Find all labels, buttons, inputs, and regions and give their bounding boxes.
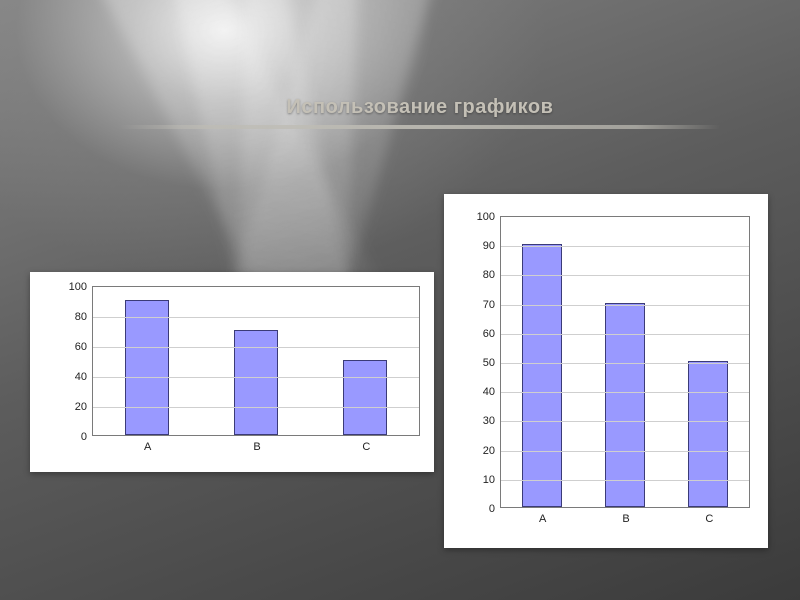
- y-tick-label: 70: [483, 299, 501, 311]
- gridline: [501, 421, 749, 422]
- y-tick-label: 20: [483, 445, 501, 457]
- x-tick-label: A: [144, 435, 151, 453]
- y-tick-label: 100: [69, 281, 93, 293]
- y-tick-label: 90: [483, 240, 501, 252]
- page-title: Использование графиков: [120, 96, 720, 119]
- y-tick-label: 80: [483, 269, 501, 281]
- chart-right: 0 10 20 30 40 50 60 70 80 90 100 A B C: [444, 194, 768, 548]
- y-tick-label: 100: [477, 211, 501, 223]
- x-tick-label: B: [253, 435, 260, 453]
- y-tick-label: 10: [483, 474, 501, 486]
- x-tick-label: C: [705, 507, 713, 525]
- chart-right-bars: [501, 217, 749, 507]
- gridline: [93, 347, 419, 348]
- bar: [688, 361, 728, 507]
- gridline: [93, 407, 419, 408]
- bar: [343, 360, 387, 435]
- gridline: [93, 377, 419, 378]
- chart-left: 0 20 40 60 80 100 A B C: [30, 272, 434, 472]
- y-tick-label: 0: [489, 503, 501, 515]
- y-tick-label: 0: [81, 431, 93, 443]
- title-block: Использование графиков: [120, 96, 720, 129]
- y-tick-label: 40: [75, 371, 93, 383]
- gridline: [501, 334, 749, 335]
- y-tick-label: 50: [483, 357, 501, 369]
- chart-left-bars: [93, 287, 419, 435]
- gridline: [501, 480, 749, 481]
- gridline: [93, 317, 419, 318]
- gridline: [501, 392, 749, 393]
- y-tick-label: 60: [75, 341, 93, 353]
- bar: [522, 244, 562, 507]
- y-tick-label: 80: [75, 311, 93, 323]
- bar: [125, 300, 169, 435]
- gridline: [501, 305, 749, 306]
- x-tick-label: B: [622, 507, 629, 525]
- bar: [234, 330, 278, 435]
- title-rule: [120, 125, 720, 129]
- slide: Использование графиков 0 20 40 60 80 100 A B C 0…: [0, 0, 800, 600]
- y-tick-label: 60: [483, 328, 501, 340]
- chart-left-plot: 020406080100ABC: [92, 286, 420, 436]
- gridline: [501, 275, 749, 276]
- gridline: [501, 246, 749, 247]
- y-tick-label: 20: [75, 401, 93, 413]
- y-tick-label: 30: [483, 415, 501, 427]
- x-tick-label: A: [539, 507, 546, 525]
- chart-right-plot: 0102030405060708090100ABC: [500, 216, 750, 508]
- gridline: [501, 363, 749, 364]
- y-tick-label: 40: [483, 386, 501, 398]
- gridline: [501, 451, 749, 452]
- x-tick-label: C: [362, 435, 370, 453]
